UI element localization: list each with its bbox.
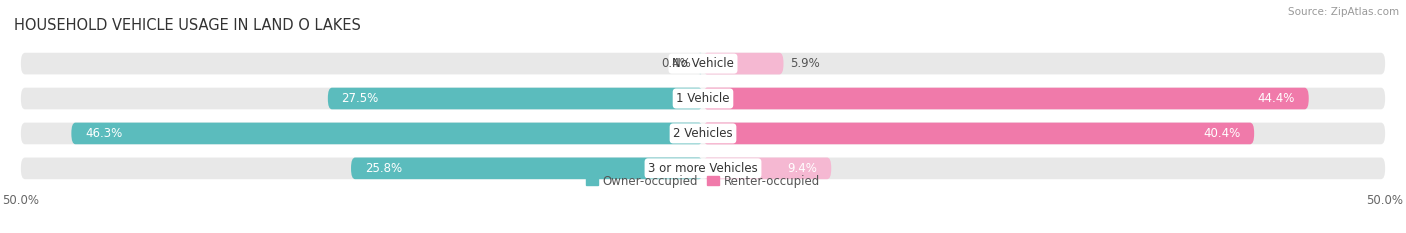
FancyBboxPatch shape [697, 53, 703, 74]
Text: Source: ZipAtlas.com: Source: ZipAtlas.com [1288, 7, 1399, 17]
Text: 46.3%: 46.3% [84, 127, 122, 140]
Text: 1 Vehicle: 1 Vehicle [676, 92, 730, 105]
FancyBboxPatch shape [21, 158, 1385, 179]
Text: 40.4%: 40.4% [1204, 127, 1240, 140]
FancyBboxPatch shape [72, 123, 703, 144]
Text: No Vehicle: No Vehicle [672, 57, 734, 70]
FancyBboxPatch shape [21, 123, 1385, 144]
Text: 25.8%: 25.8% [364, 162, 402, 175]
FancyBboxPatch shape [21, 88, 1385, 109]
Text: 27.5%: 27.5% [342, 92, 378, 105]
Text: 0.4%: 0.4% [661, 57, 690, 70]
FancyBboxPatch shape [352, 158, 703, 179]
Text: 5.9%: 5.9% [790, 57, 820, 70]
FancyBboxPatch shape [703, 88, 1309, 109]
FancyBboxPatch shape [21, 53, 1385, 74]
FancyBboxPatch shape [703, 53, 783, 74]
Text: 9.4%: 9.4% [787, 162, 818, 175]
Text: 2 Vehicles: 2 Vehicles [673, 127, 733, 140]
FancyBboxPatch shape [703, 158, 831, 179]
FancyBboxPatch shape [328, 88, 703, 109]
Legend: Owner-occupied, Renter-occupied: Owner-occupied, Renter-occupied [581, 170, 825, 193]
FancyBboxPatch shape [703, 123, 1254, 144]
Text: HOUSEHOLD VEHICLE USAGE IN LAND O LAKES: HOUSEHOLD VEHICLE USAGE IN LAND O LAKES [14, 18, 361, 33]
Text: 44.4%: 44.4% [1258, 92, 1295, 105]
Text: 3 or more Vehicles: 3 or more Vehicles [648, 162, 758, 175]
